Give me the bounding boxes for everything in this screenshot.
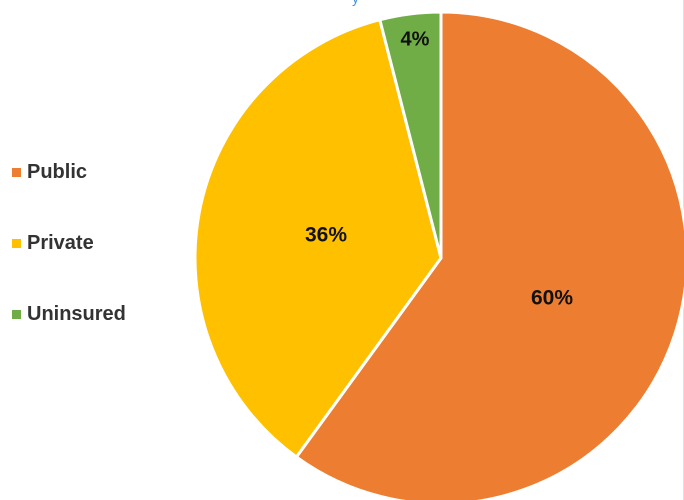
legend-item-uninsured: Uninsured <box>12 304 126 324</box>
legend-label-uninsured: Uninsured <box>27 303 126 325</box>
data-label-private: 36% <box>305 224 347 247</box>
top-cropped-text: y <box>352 0 372 5</box>
chart-legend: Public Private Uninsured <box>12 162 126 375</box>
legend-label-public: Public <box>27 161 88 183</box>
legend-swatch-uninsured <box>12 309 21 319</box>
legend-item-private: Private <box>12 233 126 253</box>
data-label-uninsured: 4% <box>401 28 430 50</box>
legend-swatch-public <box>12 167 21 177</box>
pie-slice-uninsured <box>378 10 443 260</box>
data-label-public: 60% <box>531 287 573 310</box>
legend-label-private: Private <box>27 232 94 254</box>
pie-slice-public <box>294 10 684 500</box>
legend-swatch-private <box>12 238 21 248</box>
pie-slice-private <box>193 18 443 459</box>
legend-item-public: Public <box>12 162 126 182</box>
